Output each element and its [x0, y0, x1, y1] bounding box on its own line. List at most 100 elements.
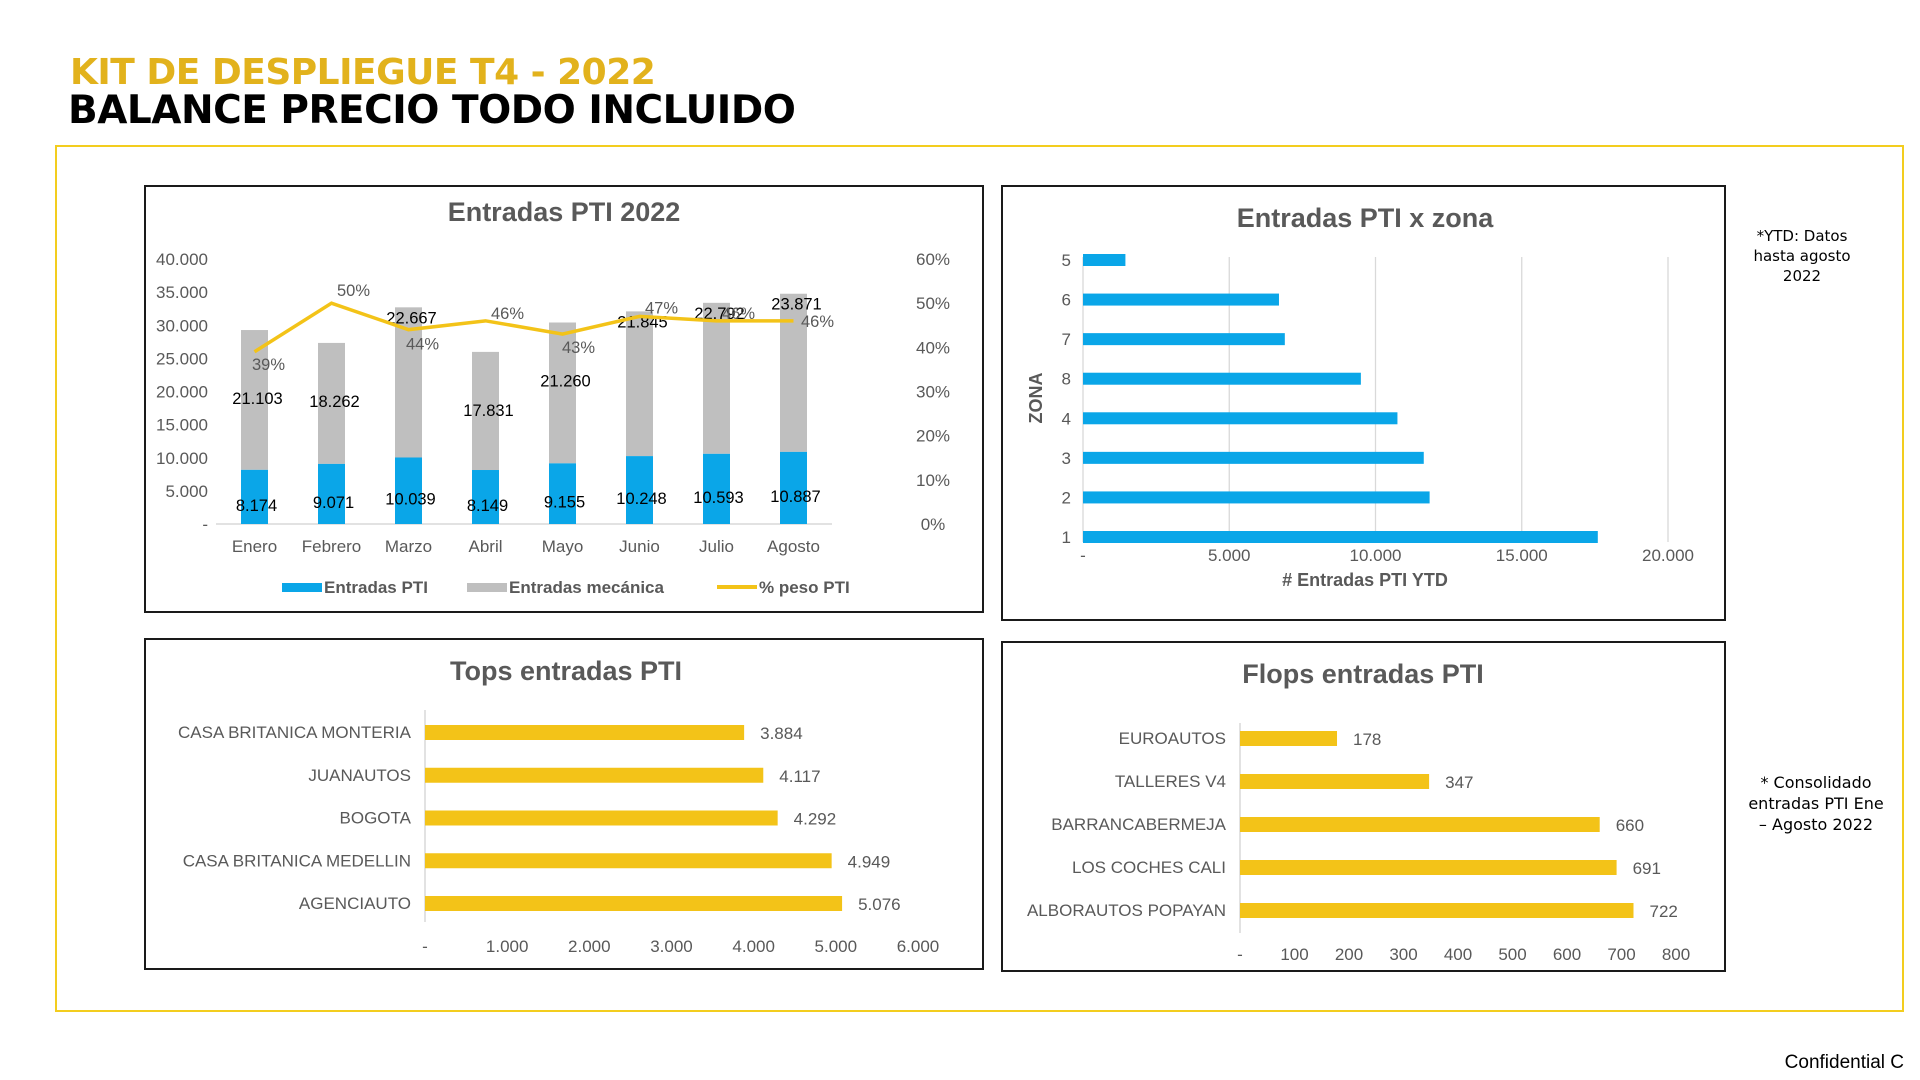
x-tick-label: 200 — [1335, 945, 1363, 964]
x-tick-label: Abril — [468, 537, 502, 556]
y-tick-label: 1 — [1062, 528, 1071, 547]
category-label: CASA BRITANICA MONTERIA — [178, 723, 412, 742]
bar-flops — [1240, 903, 1634, 918]
bar-flops — [1240, 860, 1617, 875]
chart-title: Entradas PTI 2022 — [448, 197, 681, 227]
x-tick-label: - — [1237, 945, 1243, 964]
x-tick-label: Agosto — [767, 537, 820, 556]
x-tick-label: Junio — [619, 537, 660, 556]
tops-chart: Tops entradas PTI - 1.000 2.000 3.000 4.000 5.… — [178, 656, 940, 956]
y-tick-label: 2 — [1062, 488, 1071, 507]
data-label: 5.076 — [858, 895, 901, 914]
bar-tops — [425, 896, 843, 911]
category-label: AGENCIAUTO — [299, 894, 411, 913]
data-label: 660 — [1616, 816, 1644, 835]
zona-chart: Entradas PTI x zona - 5.000 10.000 15.000 20.… — [1026, 203, 1694, 590]
data-label-pti: 8.149 — [467, 497, 508, 515]
data-label-pti: 10.887 — [770, 488, 820, 506]
data-label-mecanica: 21.260 — [540, 373, 590, 391]
data-label-pti: 9.071 — [313, 494, 354, 512]
y-tick-label: 6 — [1062, 291, 1071, 310]
x-tick-label: Enero — [232, 537, 277, 556]
y2-tick-label: 10% — [916, 471, 950, 490]
category-label: LOS COCHES CALI — [1072, 858, 1226, 877]
y2-tick-label: 40% — [916, 338, 950, 357]
x-tick-label: Julio — [699, 537, 734, 556]
bar-zona — [1083, 254, 1126, 266]
bar-tops — [425, 853, 832, 869]
chart-panel-entradas-2022: Entradas PTI 2022 - 5.000 10.000 15.000 20.00… — [144, 185, 984, 613]
y2-tick-label: 30% — [916, 383, 950, 402]
bar-entradas-pti — [780, 451, 807, 524]
chart-title: Tops entradas PTI — [450, 656, 682, 686]
chart-panel-flops: Flops entradas PTI - 100 200 300 400 500 600 700… — [1001, 641, 1726, 972]
y-tick-label: - — [202, 515, 208, 534]
page-kicker: KIT DE DESPLIEGUE T4 - 2022 — [70, 52, 656, 93]
data-label: 722 — [1649, 902, 1677, 921]
bar-zona — [1083, 491, 1430, 504]
bar-entradas-pti — [318, 463, 345, 524]
bar-entradas-pti — [395, 457, 422, 524]
x-tick-label: 1.000 — [486, 937, 529, 956]
y-tick-label: 4 — [1062, 409, 1071, 428]
legend-swatch — [467, 583, 507, 592]
content-frame — [55, 145, 1904, 1012]
data-label: 347 — [1445, 773, 1473, 792]
x-tick-label: 100 — [1280, 945, 1308, 964]
bar-tops — [425, 767, 764, 783]
bar-tops — [425, 810, 778, 826]
bar-flops — [1240, 774, 1430, 789]
x-tick-label: 10.000 — [1350, 546, 1402, 565]
data-label: 178 — [1353, 730, 1381, 749]
category-label: BOGOTA — [340, 809, 412, 828]
y-tick-label: 30.000 — [156, 316, 208, 335]
data-label-peso: 44% — [406, 336, 439, 354]
data-label: 691 — [1633, 859, 1661, 878]
data-label-pti: 10.248 — [616, 490, 666, 508]
ytd-note: *YTD: Datos hasta agosto 2022 — [1753, 227, 1851, 285]
data-label-peso: 47% — [645, 299, 678, 317]
data-label-mecanica: 18.262 — [309, 393, 359, 411]
bar-tops — [425, 725, 745, 740]
bar-entradas-mecanica — [549, 322, 576, 464]
legend-label: Entradas mecánica — [509, 578, 665, 597]
legend-label: Entradas PTI — [324, 578, 428, 597]
data-label: 4.949 — [848, 852, 891, 871]
flops-chart: Flops entradas PTI - 100 200 300 400 500 600 700… — [1027, 659, 1690, 964]
bar-zona — [1083, 451, 1424, 464]
x-tick-label: 3.000 — [650, 937, 693, 956]
x-tick-label: 400 — [1444, 945, 1472, 964]
bar-zona — [1083, 293, 1279, 306]
consolidado-note: * Consolidado entradas PTI Ene – Agosto … — [1748, 773, 1884, 834]
y-tick-label: 8 — [1062, 370, 1071, 389]
x-tick-label: 6.000 — [897, 937, 940, 956]
category-label: TALLERES V4 — [1115, 772, 1226, 791]
x-tick-label: 500 — [1498, 945, 1526, 964]
y-tick-label: 10.000 — [156, 449, 208, 468]
bar-entradas-pti — [472, 470, 499, 524]
data-label-mecanica: 22.792 — [694, 305, 744, 323]
y2-tick-label: 20% — [916, 427, 950, 446]
bar-zona — [1083, 412, 1398, 425]
y-tick-label: 25.000 — [156, 349, 208, 368]
bar-entradas-mecanica — [318, 342, 345, 464]
y2-tick-label: 50% — [916, 294, 950, 313]
bar-entradas-mecanica — [241, 330, 268, 470]
category-label: JUANAUTOS — [308, 766, 411, 785]
bar-flops — [1240, 731, 1338, 746]
bar-entradas-mecanica — [472, 351, 499, 471]
y2-tick-label: 60% — [916, 250, 950, 269]
x-tick-label: Marzo — [385, 537, 432, 556]
chart-title: Entradas PTI x zona — [1237, 203, 1495, 233]
category-label: CASA BRITANICA MEDELLIN — [183, 851, 411, 870]
y-tick-label: 35.000 — [156, 283, 208, 302]
bar-flops — [1240, 817, 1600, 832]
bar-entradas-pti — [241, 469, 268, 524]
data-label-pti: 10.593 — [693, 489, 743, 507]
data-label-pti: 9.155 — [544, 494, 585, 512]
y-tick-label: 7 — [1062, 330, 1071, 349]
bar-entradas-pti — [703, 453, 730, 524]
bar-entradas-mecanica — [626, 311, 653, 457]
category-label: EUROAUTOS — [1119, 729, 1226, 748]
y-axis-title: ZONA — [1026, 373, 1046, 424]
